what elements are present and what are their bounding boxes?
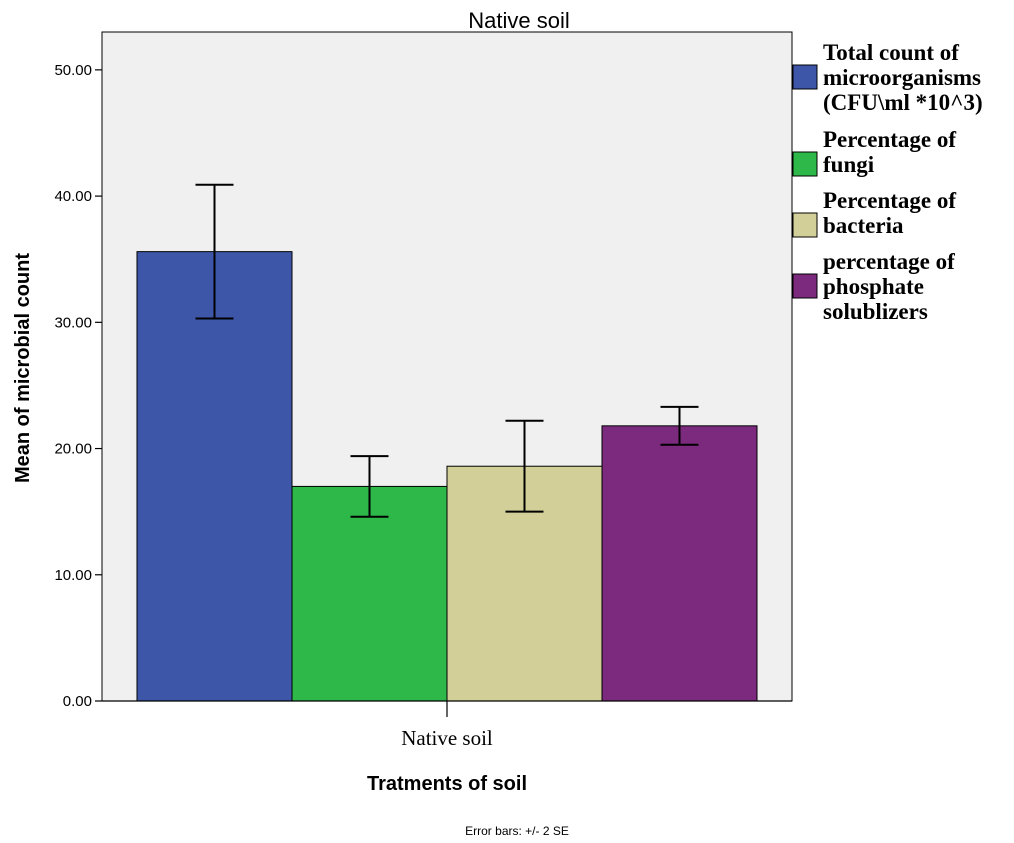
y-tick-label: 0.00 xyxy=(63,693,92,710)
error-bars-footnote: Error bars: +/- 2 SE xyxy=(465,824,569,838)
bar-4 xyxy=(601,425,758,702)
y-axis-label: Mean of microbial count xyxy=(12,253,34,483)
legend-label-1: Total count of microorganisms (CFU\ml *10^… xyxy=(823,40,983,115)
legend-swatch-2 xyxy=(792,151,818,177)
x-category-label: Native soil xyxy=(401,726,493,750)
y-tick-label: 10.00 xyxy=(54,567,92,584)
legend: Total count of microorganisms (CFU\ml *10^… xyxy=(792,40,983,324)
legend-swatch-4 xyxy=(792,273,818,299)
bar-2 xyxy=(291,485,448,702)
legend-label-2: Percentage of fungi xyxy=(823,127,956,177)
bar-1 xyxy=(136,251,293,702)
y-tick-label: 40.00 xyxy=(54,188,92,205)
y-tick-label: 20.00 xyxy=(54,441,92,458)
chart-title: Native soil xyxy=(468,8,569,33)
legend-swatch-1 xyxy=(792,64,818,90)
legend-label-3: Percentage of bacteria xyxy=(823,188,956,238)
y-tick-label: 50.00 xyxy=(54,62,92,79)
x-axis-label: Tratments of soil xyxy=(367,773,527,795)
y-tick-label: 30.00 xyxy=(54,314,92,331)
legend-label-4: percentage of phosphate solublizers xyxy=(823,249,955,324)
legend-swatch-3 xyxy=(792,212,818,238)
